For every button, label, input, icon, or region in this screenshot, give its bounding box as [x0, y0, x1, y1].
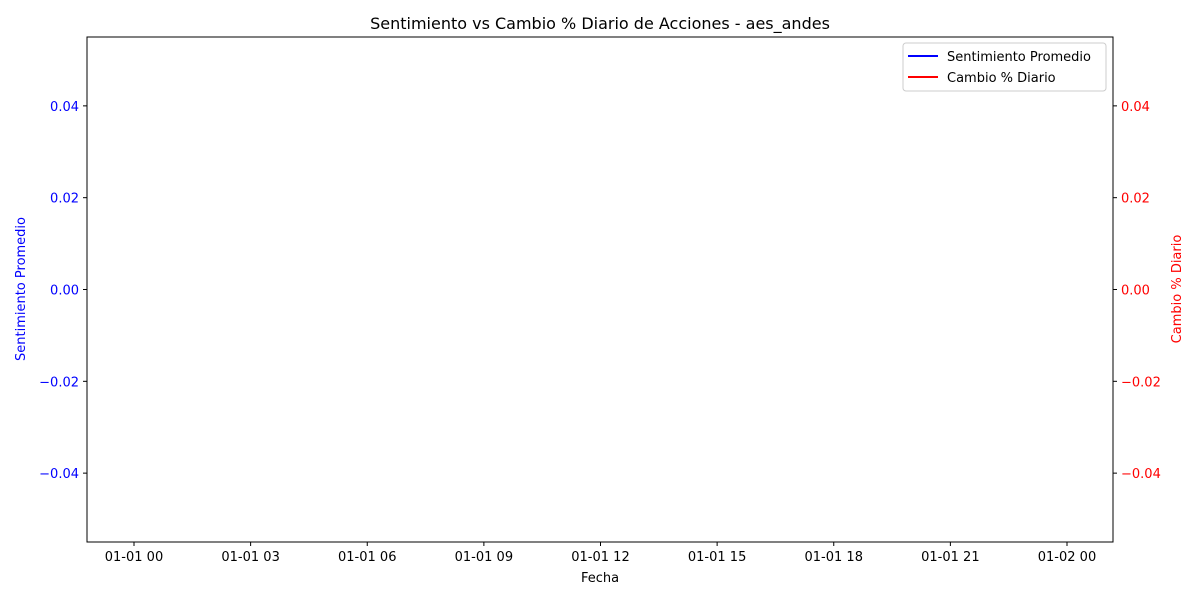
y-axis-left-ticks: 0.04 0.02 0.00 −0.02 −0.04 — [39, 100, 87, 482]
x-tick-label: 01-01 03 — [221, 550, 279, 565]
x-tick-label: 01-01 18 — [805, 550, 863, 565]
x-tick-label: 01-01 15 — [688, 550, 746, 565]
y-right-tick-label: −0.04 — [1121, 467, 1161, 482]
legend-label-sentimiento: Sentimiento Promedio — [947, 50, 1091, 65]
plot-area-frame — [86, 36, 1114, 543]
y-left-tick-label: −0.04 — [39, 467, 79, 482]
y-left-tick-label: 0.04 — [50, 100, 79, 115]
y-axis-right-label: Cambio % Diario — [1170, 235, 1185, 344]
legend: Sentimiento Promedio Cambio % Diario — [902, 42, 1107, 92]
x-tick-label: 01-01 21 — [921, 550, 979, 565]
x-tick-label: 01-01 06 — [338, 550, 396, 565]
x-axis-ticks: 01-01 00 01-01 03 01-01 06 01-01 09 01-01 12… — [105, 542, 1096, 565]
y-right-tick-label: 0.04 — [1121, 100, 1150, 115]
y-left-tick-label: 0.02 — [50, 192, 79, 207]
y-axis-left-label: Sentimiento Promedio — [14, 217, 29, 361]
legend-box — [902, 42, 1107, 92]
x-tick-label: 01-01 12 — [571, 550, 629, 565]
y-left-tick-label: −0.02 — [39, 375, 79, 390]
x-tick-label: 01-01 00 — [105, 550, 163, 565]
x-tick-label: 01-01 09 — [455, 550, 513, 565]
y-right-tick-label: 0.00 — [1121, 284, 1150, 299]
chart-title: Sentimiento vs Cambio % Diario de Accion… — [370, 14, 830, 34]
y-right-tick-label: −0.02 — [1121, 375, 1161, 390]
y-axis-right-ticks: 0.04 0.02 0.00 −0.02 −0.04 — [1113, 100, 1161, 482]
x-axis-label: Fecha — [581, 571, 619, 586]
x-tick-label: 01-02 00 — [1038, 550, 1096, 565]
y-right-tick-label: 0.02 — [1121, 192, 1150, 207]
y-left-tick-label: 0.00 — [50, 284, 79, 299]
legend-label-cambio: Cambio % Diario — [947, 71, 1056, 86]
